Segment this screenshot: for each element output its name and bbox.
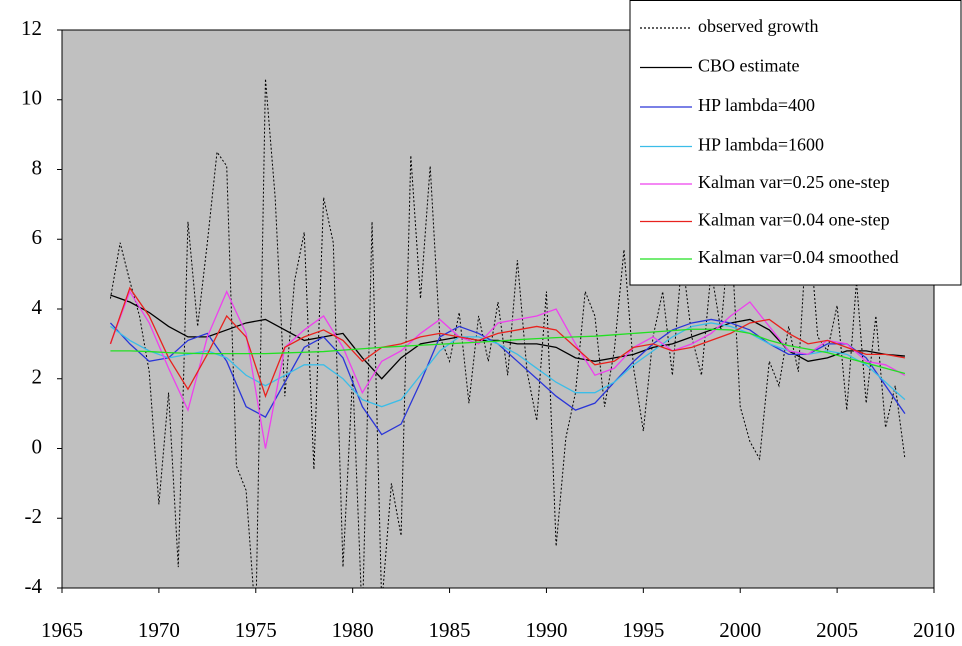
y-tick-label: 10 [21,86,42,110]
x-tick-label: 1980 [332,618,374,642]
series-line [110,328,906,375]
legend-label: HP lambda=1600 [698,135,824,155]
x-tick-label: 1990 [525,618,567,642]
legend-label: observed growth [698,16,818,36]
x-tick-label: 1975 [235,618,277,642]
x-tick-label: 1995 [622,618,664,642]
y-tick-label: -2 [25,504,43,528]
y-tick-label: 2 [32,365,43,389]
x-tick-label: 1970 [138,618,180,642]
legend-label: HP lambda=400 [698,95,815,115]
legend-box [629,0,962,286]
x-tick-label: 2000 [719,618,761,642]
series-line [110,294,905,380]
y-tick-label: 8 [32,155,43,179]
axes: -4 -2 0 2 4 6 8 10 12 1965 1970 1975 1980 1985 1990 199… [21,16,955,642]
legend: observed growth CBO estimate HP lambda=400… [629,0,962,286]
legend-label: Kalman var=0.04 smoothed [698,247,899,267]
y-tick-label: 0 [32,434,43,458]
x-tick-label: 1985 [429,618,471,642]
series-line [109,286,906,399]
series-line [110,322,906,408]
x-tick-label: 1965 [41,618,83,642]
y-tick-label: -4 [25,574,43,598]
y-tick-label: 12 [21,16,42,40]
y-tick-label: 6 [32,225,43,249]
x-tick-label: 2005 [816,618,858,642]
series-lines [109,78,906,588]
y-tick-label: 4 [32,295,43,319]
legend-label: CBO estimate [698,56,800,76]
series-line [109,289,906,449]
legend-label: Kalman var=0.04 one-step [698,210,890,230]
legend-label: Kalman var=0.25 one-step [698,172,890,192]
x-tick-label: 2010 [913,618,955,642]
series-line [109,78,906,588]
